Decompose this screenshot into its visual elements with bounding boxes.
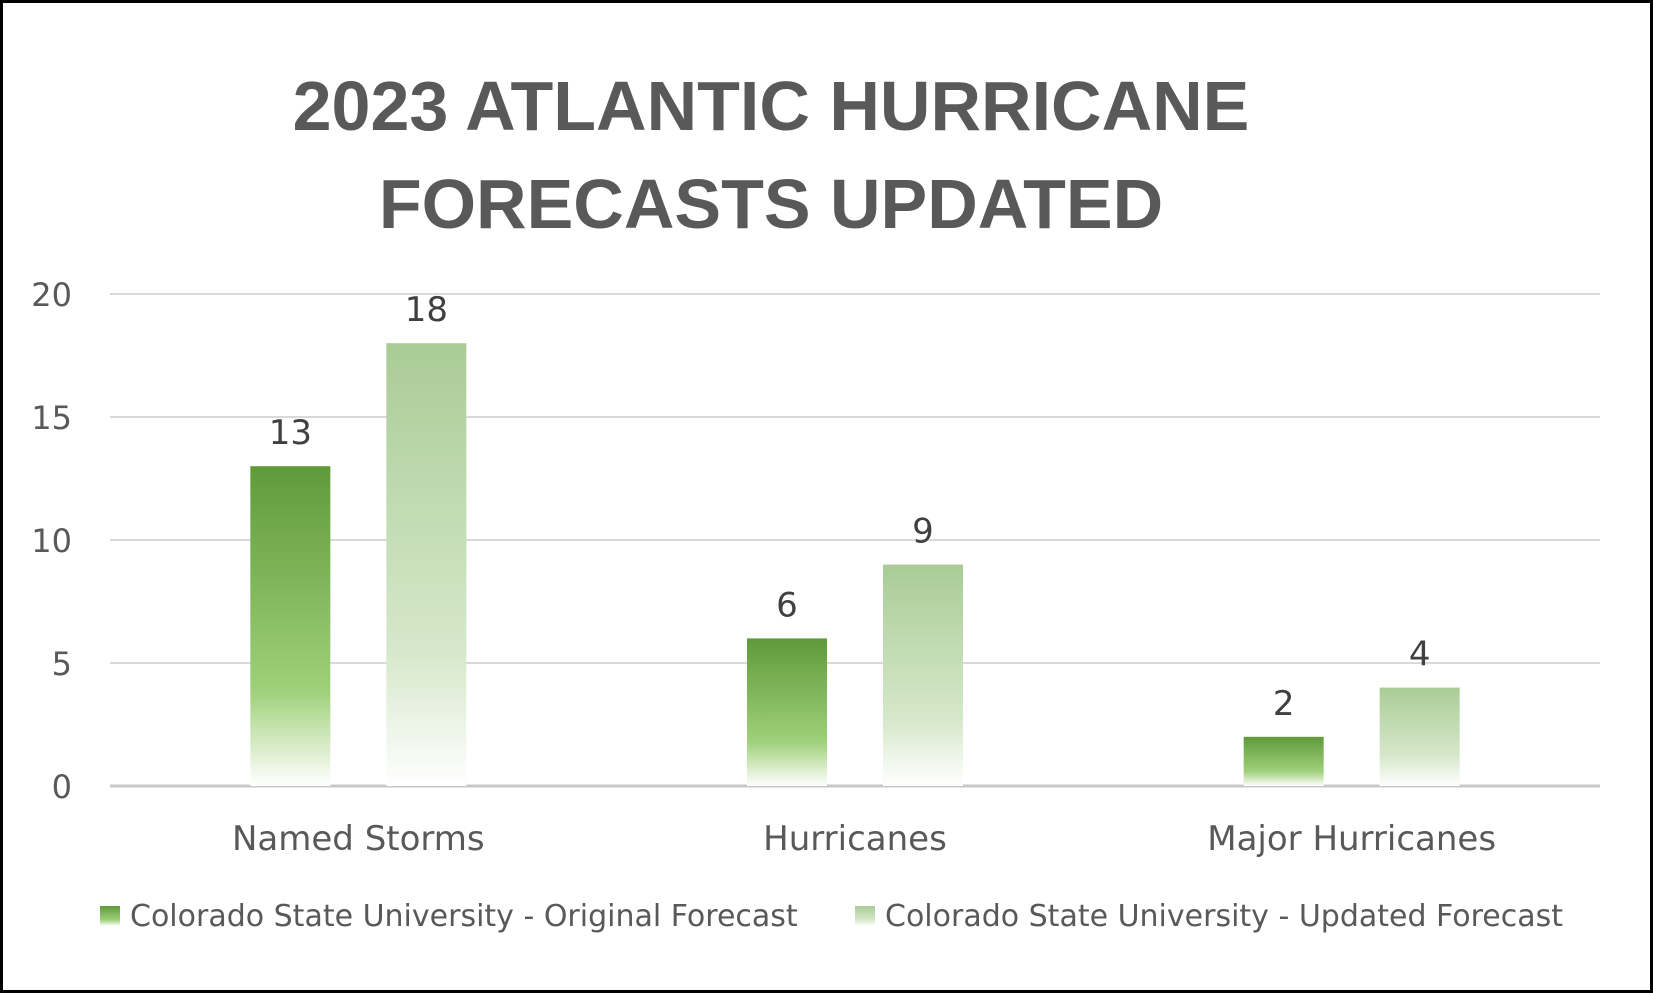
bar (747, 638, 827, 786)
chart-title-line-1: 2023 ATLANTIC HURRICANE (293, 67, 1250, 145)
legend-swatch (855, 906, 875, 926)
data-label: 13 (269, 413, 312, 453)
bar-series (250, 343, 1460, 786)
y-tick-label: 10 (31, 522, 72, 560)
data-label: 6 (776, 585, 798, 625)
legend-label: Colorado State University - Original For… (130, 899, 798, 934)
chart-title: 2023 ATLANTIC HURRICANE FORECASTS UPDATE… (293, 67, 1250, 243)
y-gridlines (110, 293, 1600, 788)
legend-label: Colorado State University - Updated Fore… (885, 899, 1563, 934)
x-category-label: Hurricanes (763, 819, 947, 859)
y-tick-label: 5 (52, 645, 72, 683)
legend-swatch (100, 906, 120, 926)
bar (386, 343, 467, 786)
data-label: 4 (1409, 635, 1431, 675)
y-axis-tick-labels: 0 5 10 15 20 (31, 276, 72, 806)
chart-title-line-2: FORECASTS UPDATED (379, 165, 1163, 243)
data-label: 9 (912, 512, 934, 552)
x-axis-category-labels: Named Storms Hurricanes Major Hurricanes (232, 819, 1496, 859)
bar (250, 466, 331, 786)
data-label: 18 (405, 290, 448, 330)
data-label: 2 (1273, 684, 1295, 724)
bar (1379, 687, 1460, 786)
x-category-label: Major Hurricanes (1207, 819, 1496, 859)
bar (883, 564, 963, 786)
legend: Colorado State University - Original For… (100, 899, 1563, 934)
bar (1243, 736, 1324, 786)
x-category-label: Named Storms (232, 819, 485, 859)
y-tick-label: 0 (52, 768, 72, 806)
data-labels: 13 18 6 9 2 4 (269, 290, 1431, 724)
y-tick-label: 20 (31, 276, 72, 314)
y-tick-label: 15 (31, 399, 72, 437)
